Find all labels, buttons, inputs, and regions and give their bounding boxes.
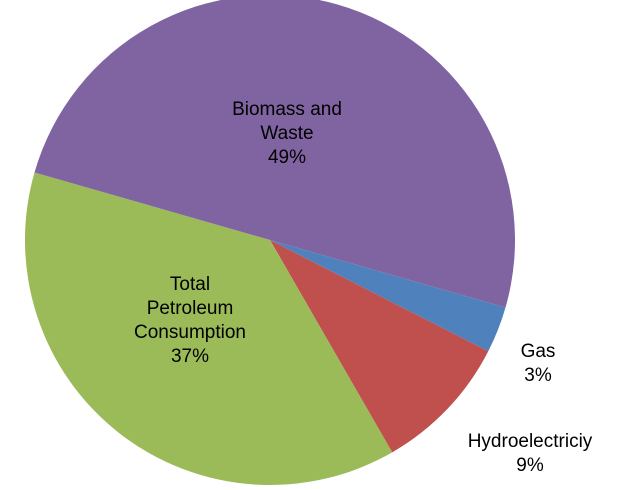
slice-label: Gas 3% xyxy=(498,340,578,388)
slice-label: Biomass and Waste 49% xyxy=(212,98,362,170)
category-label: Biomass and Waste xyxy=(232,99,342,144)
category-label: Hydroelectriciy xyxy=(467,431,593,452)
pie-slice xyxy=(34,0,515,308)
category-label: Total Petroleum Consumption xyxy=(134,274,246,343)
slice-label: Total Petroleum Consumption 37% xyxy=(128,273,253,369)
category-label: Gas xyxy=(520,341,556,362)
value-label: 49% xyxy=(267,147,307,168)
value-label: 3% xyxy=(524,365,552,386)
pie-slice xyxy=(270,240,489,453)
value-label: 37% xyxy=(170,346,210,367)
pie-slice xyxy=(24,172,393,485)
slice-label: Hydroelectriciy 9% xyxy=(445,430,615,478)
value-label: 9% xyxy=(516,455,544,476)
pie-slice xyxy=(270,240,506,352)
